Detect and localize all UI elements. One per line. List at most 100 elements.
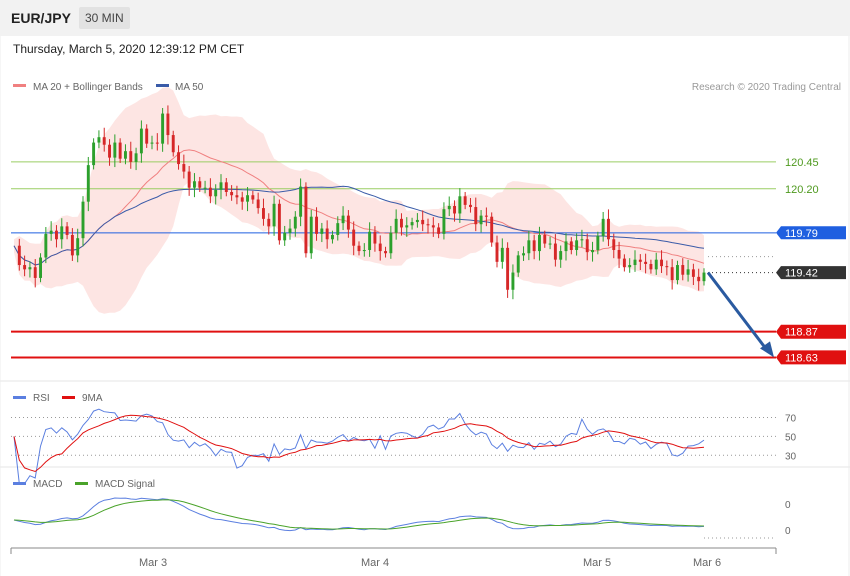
candle-body	[208, 187, 212, 197]
timeframe-button[interactable]: 30 MIN	[79, 7, 130, 29]
candle-body	[527, 240, 531, 254]
candle-body	[500, 247, 504, 262]
legend-rsi-label: RSI	[33, 393, 50, 404]
legend-ma20-label: MA 20 + Bollinger Bands	[33, 82, 143, 93]
candle-body	[214, 189, 218, 197]
candle-body	[81, 201, 85, 239]
candle-body	[596, 236, 600, 251]
candle-body	[453, 205, 456, 214]
candle-body	[272, 203, 276, 227]
resistance-level-label: 120.20	[785, 184, 819, 196]
candle-body	[33, 267, 37, 278]
rsi-tick-label: 30	[785, 451, 797, 462]
candle-body	[469, 204, 472, 208]
candle-body	[230, 191, 234, 196]
candle-body	[262, 208, 265, 219]
candle-body	[442, 209, 446, 234]
candle-body	[665, 266, 669, 268]
candle-body	[628, 265, 632, 268]
candle-body	[373, 231, 377, 244]
candle-body	[564, 241, 568, 252]
candle-body	[240, 197, 244, 202]
candle-body	[474, 207, 478, 225]
candle-body	[55, 230, 58, 240]
support-level-tag	[776, 324, 846, 339]
candle-body	[580, 239, 584, 241]
pivot-level-label: 119.79	[785, 228, 818, 240]
macd-line	[13, 497, 705, 532]
candle-body	[171, 135, 175, 153]
rsi-tick-label: 50	[785, 432, 797, 443]
candle-body	[569, 241, 573, 251]
legend-ma50-swatch	[156, 84, 169, 87]
candle-body	[670, 267, 674, 281]
candle-body	[246, 195, 249, 202]
candle-body	[161, 113, 165, 144]
candle-body	[532, 240, 536, 252]
forecast-arrow-shaft	[706, 271, 770, 353]
candle-body	[70, 234, 74, 256]
candle-body	[256, 199, 260, 209]
candle-body	[39, 257, 42, 278]
candle-body	[458, 196, 462, 214]
candle-body	[463, 196, 467, 205]
candle-body	[654, 259, 658, 270]
candle-body	[193, 181, 196, 188]
legend-ma50-label: MA 50	[175, 82, 204, 93]
candle-body	[431, 225, 435, 228]
candle-body	[49, 230, 53, 234]
candle-body	[575, 240, 579, 251]
symbol-title: EUR/JPY	[11, 10, 71, 26]
x-tick-label: Mar 3	[139, 557, 167, 569]
candle-body	[479, 215, 483, 225]
candle-body	[352, 229, 356, 246]
candle-body	[394, 218, 398, 233]
x-tick-label: Mar 6	[693, 557, 721, 569]
candle-body	[23, 265, 27, 270]
candle-body	[522, 253, 525, 256]
candle-body	[426, 224, 430, 226]
candle-body	[538, 234, 541, 252]
candle-body	[309, 216, 313, 254]
legend-rsi-ma-label: 9MA	[82, 393, 103, 404]
candle-body	[516, 255, 520, 273]
candle-body	[60, 226, 64, 240]
bollinger-band	[14, 87, 704, 314]
candle-body	[559, 251, 563, 260]
candle-body	[617, 250, 621, 259]
candle-body	[113, 142, 117, 158]
candle-body	[129, 151, 133, 162]
candle-body	[368, 231, 372, 251]
candle-body	[288, 228, 292, 233]
candle-body	[182, 164, 186, 172]
candle-body	[607, 218, 610, 240]
candle-body	[660, 259, 663, 267]
candle-body	[97, 137, 101, 143]
support-level-tag	[776, 350, 846, 365]
rsi-tick-label: 70	[785, 414, 797, 425]
candle-body	[389, 232, 393, 254]
candle-body	[155, 142, 159, 144]
candle-body	[187, 171, 191, 188]
current-price-label: 119.42	[785, 268, 818, 280]
candle-body	[511, 272, 515, 290]
timestamp: Thursday, March 5, 2020 12:39:12 PM CET	[13, 42, 245, 56]
legend-macd-signal-label: MACD Signal	[95, 479, 155, 490]
candle-body	[357, 245, 361, 252]
rsi-line	[13, 408, 705, 485]
candle-body	[553, 243, 557, 260]
candle-body	[421, 219, 425, 225]
rsi-ma-line	[13, 414, 705, 473]
candle-body	[76, 238, 80, 256]
x-tick-label: Mar 4	[361, 557, 389, 569]
candle-body	[277, 203, 281, 241]
candle-body	[331, 234, 334, 240]
candle-body	[346, 215, 350, 230]
candle-body	[28, 267, 32, 270]
candle-body	[235, 195, 239, 198]
candle-body	[676, 265, 679, 281]
candle-body	[591, 250, 594, 253]
candle-body	[219, 182, 223, 190]
candle-body	[612, 239, 616, 251]
